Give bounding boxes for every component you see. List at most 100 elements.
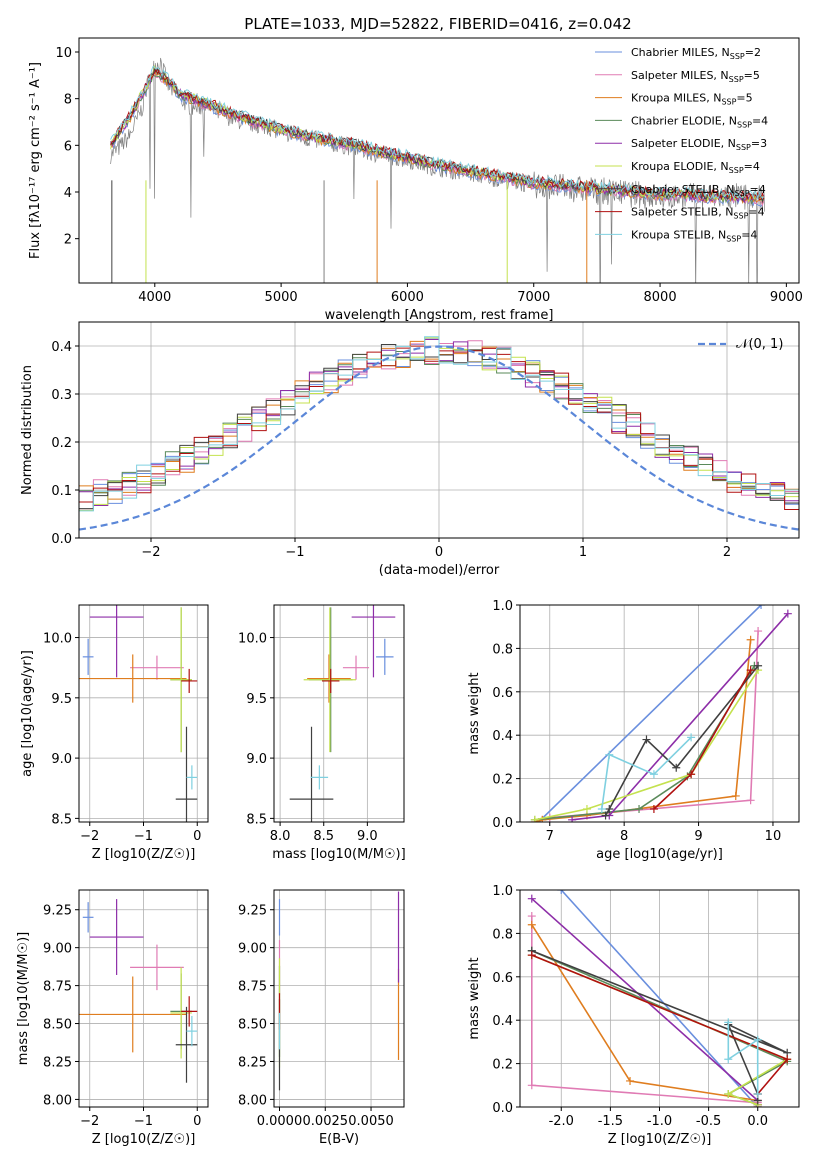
model-spectrum-line <box>110 65 765 201</box>
x-axis-label: Z [log10(Z/Z☉)] <box>608 1132 712 1147</box>
y-tick-label: 10.0 <box>43 632 72 647</box>
legend-label: Kroupa STELIB, NSSP=4 <box>631 228 757 243</box>
weight-marker <box>746 796 755 805</box>
y-tick-label: 8.00 <box>238 1093 267 1108</box>
weight-marker <box>605 804 614 813</box>
y-tick-label: 0.0 <box>492 1101 513 1116</box>
y-tick-label: 9.00 <box>238 942 267 957</box>
weight-marker <box>601 811 610 820</box>
plot-area <box>79 899 198 1083</box>
panel-massE: 0.0000 0.0025 0.0050 8.00 8.25 8.50 8.75 9.00 9.… <box>238 889 405 1147</box>
x-tick-label: −2 <box>80 829 99 844</box>
plot-area <box>530 605 792 822</box>
y-tick-label: 0.4 <box>492 729 513 744</box>
x-axis-label: age [log10(age/yr)] <box>596 847 723 862</box>
weight-marker <box>642 735 651 744</box>
weight-line <box>601 736 692 810</box>
x-tick-label: 9000 <box>770 290 803 305</box>
y-tick-label: 10.0 <box>238 632 267 647</box>
legend-label: Kroupa MILES, NSSP=5 <box>631 92 753 107</box>
weight-line <box>727 1022 759 1094</box>
weight-marker <box>783 609 792 618</box>
x-tick-label: 9.0 <box>357 829 378 844</box>
y-tick-label: 6 <box>64 139 72 154</box>
legend-label: Salpeter ELODIE, NSSP=3 <box>631 137 767 152</box>
y-tick-label: 0.6 <box>492 686 513 701</box>
weight-marker <box>753 1035 762 1044</box>
y-tick-label: 8.50 <box>43 1018 72 1033</box>
y-tick-label: 0.2 <box>492 1058 513 1073</box>
model-spectrum-line <box>110 64 765 203</box>
y-tick-label: 8.5 <box>51 812 72 827</box>
weight-marker <box>783 1055 792 1064</box>
plot-area <box>79 605 198 822</box>
y-tick-label: 9.5 <box>51 692 72 707</box>
y-tick-label: 0.1 <box>51 484 72 499</box>
axes-frame <box>78 604 209 823</box>
x-axis-label: Z [log10(Z/Z☉)] <box>92 847 196 862</box>
x-tick-label: 6000 <box>391 290 424 305</box>
y-axis-label: age [log10(age/yr)] <box>20 650 35 777</box>
x-tick-label: -0.5 <box>696 1114 721 1129</box>
x-tick-label: 0.0 <box>747 1114 768 1129</box>
y-tick-label: 9.5 <box>246 692 267 707</box>
y-tick-label: 4 <box>64 186 72 201</box>
axes-frame <box>519 604 800 823</box>
x-tick-label: 0.0000 <box>257 1114 303 1129</box>
y-tick-label: 1.0 <box>492 599 513 614</box>
x-tick-label: 7 <box>546 829 554 844</box>
x-tick-label: 0.0050 <box>348 1114 394 1129</box>
weight-line <box>534 669 759 821</box>
figure-title: PLATE=1033, MJD=52822, FIBERID=0416, z=0… <box>244 15 631 33</box>
weight-marker <box>635 804 644 813</box>
weight-marker <box>724 1089 733 1098</box>
legend: Chabrier MILES, NSSP=2 Salpeter MILES, NS… <box>595 46 768 243</box>
x-tick-label: −2 <box>80 1114 99 1129</box>
axes-frame <box>78 37 800 284</box>
y-tick-label: 10 <box>55 46 72 61</box>
x-tick-label: 5000 <box>265 290 298 305</box>
x-axis-label: Z [log10(Z/Z☉)] <box>92 1132 196 1147</box>
x-tick-label: −1 <box>285 545 304 560</box>
plot-area <box>110 57 765 283</box>
weight-marker <box>687 770 696 779</box>
model-spectrum-line <box>110 67 765 201</box>
y-tick-label: 0.4 <box>51 340 72 355</box>
x-tick-label: -1.5 <box>598 1114 623 1129</box>
weight-marker <box>649 804 658 813</box>
y-tick-label: 0.2 <box>492 773 513 788</box>
panel-residuals: −2 −1 0 1 2 0.0 0.1 0.2 0.3 0.4 (data-model)/error… <box>20 321 800 578</box>
x-tick-label: 0 <box>435 545 443 560</box>
weight-marker <box>527 951 536 960</box>
weight-marker <box>557 890 566 894</box>
weight-marker <box>626 1076 635 1085</box>
weight-marker <box>530 815 539 822</box>
weight-marker <box>754 661 763 670</box>
x-tick-label: 2 <box>723 545 731 560</box>
weight-marker <box>527 920 536 929</box>
weight-marker <box>527 894 536 903</box>
x-tick-label: 0 <box>193 1114 201 1129</box>
y-axis-label: mass weight <box>467 672 482 754</box>
x-tick-label: 10 <box>765 829 782 844</box>
weight-marker <box>753 1089 762 1098</box>
axes-frame <box>273 604 405 823</box>
x-tick-label: 8000 <box>644 290 677 305</box>
legend-label: Chabrier ELODIE, NSSP=4 <box>631 114 768 129</box>
x-axis-label: (data-model)/error <box>379 563 500 578</box>
x-axis-label: wavelength [Angstrom, rest frame] <box>325 308 554 323</box>
panel-wZ: -2.0 -1.5 -1.0 -0.5 0.0 0.0 0.2 0.4 0.6 0.8 1.0 Z [… <box>467 884 800 1147</box>
weight-marker <box>527 1081 536 1090</box>
y-tick-label: 9.0 <box>246 752 267 767</box>
x-tick-label: 1 <box>579 545 587 560</box>
legend-label: Chabrier MILES, NSSP=2 <box>631 46 761 61</box>
weight-line <box>531 924 759 1107</box>
y-tick-label: 0.3 <box>51 388 72 403</box>
y-axis-label: Flux [fλ10⁻¹⁷ erg cm⁻² s⁻¹ A⁻¹] <box>28 62 43 259</box>
normal-curve <box>79 345 799 531</box>
x-tick-label: −1 <box>134 829 153 844</box>
y-tick-label: 0.0 <box>492 816 513 831</box>
x-axis-label: E(B-V) <box>319 1132 359 1147</box>
y-axis-label: mass [log10(M/M☉)] <box>16 932 31 1065</box>
